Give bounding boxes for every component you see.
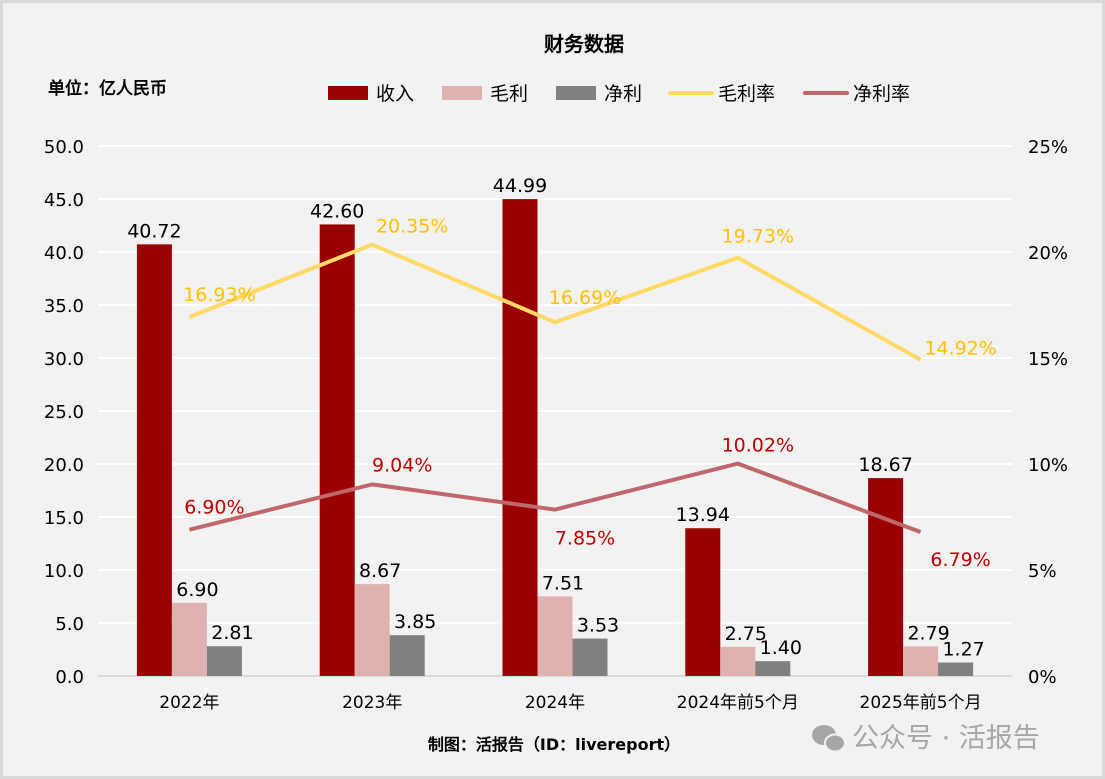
line-label: 6.79% — [930, 549, 990, 571]
y-tick-label: 5.0 — [55, 614, 84, 635]
data-label: 40.72 — [127, 220, 181, 242]
x-tick-label: 2025年前5个月 — [860, 693, 982, 713]
watermark: 公众号 · 活报告 — [812, 723, 1040, 754]
line-净利率 — [188, 461, 922, 534]
wechat-icon — [812, 725, 846, 753]
legend-label: 净利 — [604, 83, 642, 105]
y2-tick-label: 15% — [1028, 349, 1068, 370]
x-tick-label: 2024年前5个月 — [677, 693, 799, 713]
lines — [188, 242, 922, 534]
y-tick-label: 25.0 — [44, 402, 84, 423]
bar-净利 — [755, 661, 791, 676]
data-label: 13.94 — [676, 504, 730, 526]
y-axis-right: 0% 5% 10% 15% 20% 25% — [1028, 137, 1068, 688]
bar-净利 — [572, 638, 608, 676]
watermark-text: 公众号 · 活报告 — [852, 723, 1040, 754]
data-label: 2.81 — [211, 622, 253, 644]
y-tick-label: 20.0 — [44, 455, 84, 476]
bar-收入 — [136, 244, 172, 677]
legend-label: 净利率 — [853, 83, 910, 105]
legend-label: 毛利率 — [718, 83, 775, 105]
line-label: 7.85% — [555, 528, 615, 550]
x-axis: 2022年 2023年 2024年 2024年前5个月 2025年前5个月 — [159, 693, 981, 713]
legend-label: 收入 — [376, 83, 414, 105]
y-tick-label: 30.0 — [44, 349, 84, 370]
data-label: 2.79 — [907, 622, 949, 644]
data-label: 1.27 — [942, 639, 984, 661]
bar-毛利 — [171, 602, 207, 676]
data-label: 8.67 — [359, 560, 401, 582]
y-tick-label: 35.0 — [44, 296, 84, 317]
bar-收入 — [319, 224, 355, 676]
x-tick-label: 2024年 — [525, 693, 585, 713]
bar-净利 — [389, 635, 425, 676]
y-tick-label: 0.0 — [55, 667, 84, 688]
y2-tick-label: 10% — [1028, 455, 1068, 476]
bar-毛利 — [537, 596, 573, 676]
bar-收入 — [502, 199, 538, 676]
line-label: 16.69% — [549, 287, 621, 309]
y-tick-label: 15.0 — [44, 508, 84, 529]
legend: 收入 毛利 净利 毛利率 净利率 — [328, 83, 910, 105]
x-tick-label: 2022年 — [159, 693, 219, 713]
bar-毛利 — [903, 646, 939, 676]
chart-title: 财务数据 — [544, 32, 624, 56]
y-tick-label: 40.0 — [44, 243, 84, 264]
bar-收入 — [685, 528, 721, 676]
y2-tick-label: 20% — [1028, 243, 1068, 264]
legend-swatch-收入 — [328, 86, 368, 100]
data-label: 6.90 — [176, 579, 218, 601]
data-label: 42.60 — [310, 200, 364, 222]
line-label: 14.92% — [924, 338, 996, 360]
data-label: 2.75 — [725, 623, 767, 645]
data-label: 7.51 — [542, 572, 584, 594]
line-label: 9.04% — [372, 454, 432, 476]
line-label: 16.93% — [183, 284, 255, 306]
bars — [136, 199, 974, 677]
footer-credit: 制图：活报告（ID：livereport） — [428, 735, 680, 754]
data-label: 44.99 — [493, 175, 547, 197]
legend-label: 毛利 — [490, 83, 528, 105]
data-label: 3.53 — [577, 615, 619, 637]
data-labels: 40.72 42.60 44.99 13.94 18.67 6.90 8.67 7.51 2.7… — [127, 175, 997, 660]
legend-swatch-净利 — [556, 86, 596, 100]
data-label: 3.85 — [394, 611, 436, 633]
line-毛利率 — [188, 242, 922, 362]
x-tick-label: 2023年 — [342, 693, 402, 713]
line-label: 20.35% — [376, 216, 448, 238]
y2-tick-label: 5% — [1028, 561, 1057, 582]
line-label: 10.02% — [722, 435, 794, 457]
bar-收入 — [868, 478, 904, 676]
unit-label: 单位：亿人民币 — [48, 78, 167, 99]
y2-tick-label: 25% — [1028, 137, 1068, 158]
y-axis-left: 0.0 5.0 10.0 15.0 20.0 25.0 30.0 35.0 40.0 45.0 50… — [44, 137, 84, 688]
bar-毛利 — [720, 646, 756, 676]
bar-毛利 — [354, 584, 390, 676]
data-label: 1.40 — [760, 637, 802, 659]
line-label: 19.73% — [722, 226, 794, 248]
legend-swatch-毛利 — [442, 86, 482, 100]
y-tick-label: 10.0 — [44, 561, 84, 582]
y-tick-label: 45.0 — [44, 190, 84, 211]
line-label: 6.90% — [184, 497, 244, 519]
bar-净利 — [206, 646, 242, 676]
data-label: 18.67 — [858, 454, 912, 476]
y2-tick-label: 0% — [1028, 667, 1057, 688]
y-tick-label: 50.0 — [44, 137, 84, 158]
bar-净利 — [938, 662, 974, 676]
